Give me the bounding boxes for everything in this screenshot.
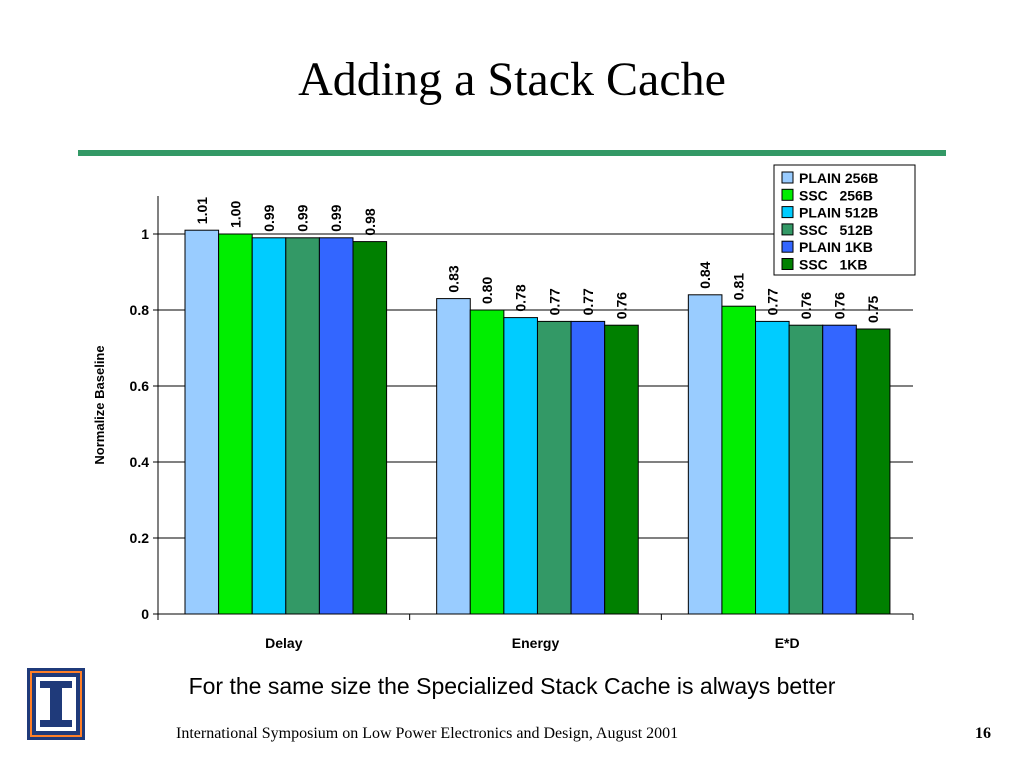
data-label: 0.77: [546, 288, 562, 315]
bar: [721, 305, 757, 615]
bar: [822, 324, 857, 615]
bar: [788, 324, 824, 615]
y-tick-label: 0.2: [130, 530, 150, 546]
y-tick-label: 1: [141, 226, 149, 242]
x-tick-label: Energy: [512, 635, 560, 651]
bar: [570, 320, 606, 615]
slide-caption: For the same size the Specialized Stack …: [188, 673, 836, 699]
legend-box: [773, 164, 916, 276]
bar: [218, 233, 253, 615]
y-tick-label: 0: [141, 606, 149, 622]
bar: [285, 237, 320, 615]
y-tick-label: 0.6: [130, 378, 150, 394]
data-label: 0.83: [445, 265, 461, 292]
x-tick-label: Delay: [265, 635, 303, 651]
data-label: 0.76: [613, 292, 629, 319]
data-label: 0.99: [295, 204, 311, 231]
data-label: 0.76: [832, 292, 848, 319]
bar: [503, 317, 538, 615]
data-label: 0.81: [731, 273, 747, 300]
page-number: 16: [975, 725, 991, 742]
bar: [755, 320, 790, 615]
y-tick-label: 0.8: [130, 302, 150, 318]
bar: [318, 237, 354, 615]
footer-text: International Symposium on Low Power Ele…: [176, 725, 679, 742]
data-label: 0.78: [513, 284, 529, 311]
data-label: 0.99: [261, 204, 277, 231]
data-label: 1.01: [194, 197, 210, 224]
legend-swatch: [781, 223, 794, 236]
slide-title: Adding a Stack Cache: [298, 53, 726, 106]
legend-swatch: [781, 206, 794, 219]
bar: [855, 328, 891, 615]
legend-label: PLAIN 1KB: [799, 239, 873, 255]
legend-label: SSC 256B: [799, 187, 873, 203]
data-label: 0.77: [580, 288, 596, 315]
y-tick-label: 0.4: [130, 454, 150, 470]
bar: [469, 309, 505, 615]
legend-swatch: [781, 188, 794, 201]
bar: [251, 237, 287, 615]
legend-label: PLAIN 256B: [799, 170, 878, 186]
x-tick-label: E*D: [775, 635, 800, 651]
legend-label: PLAIN 512B: [799, 205, 878, 221]
data-label: 0.80: [479, 277, 495, 304]
title-divider: [78, 150, 946, 156]
data-label: 1.00: [227, 201, 243, 228]
bar: [184, 229, 220, 615]
y-axis-title: Normalize Baseline: [92, 345, 107, 464]
data-label: 0.75: [865, 296, 881, 323]
data-label: 0.76: [798, 292, 814, 319]
bar: [536, 320, 572, 615]
legend-swatch: [781, 171, 794, 184]
data-label: 0.99: [328, 204, 344, 231]
legend-swatch: [781, 258, 794, 270]
data-label: 0.98: [362, 208, 378, 235]
bar: [687, 294, 723, 615]
university-logo-icon: [27, 668, 85, 740]
legend-label: SSC 512B: [799, 222, 873, 238]
data-label: 0.77: [764, 288, 780, 315]
bar: [604, 324, 639, 615]
bar: [436, 298, 471, 615]
bar: [352, 241, 388, 615]
data-label: 0.84: [697, 261, 713, 288]
legend-swatch: [781, 240, 794, 253]
legend-label: SSC 1KB: [799, 257, 867, 273]
